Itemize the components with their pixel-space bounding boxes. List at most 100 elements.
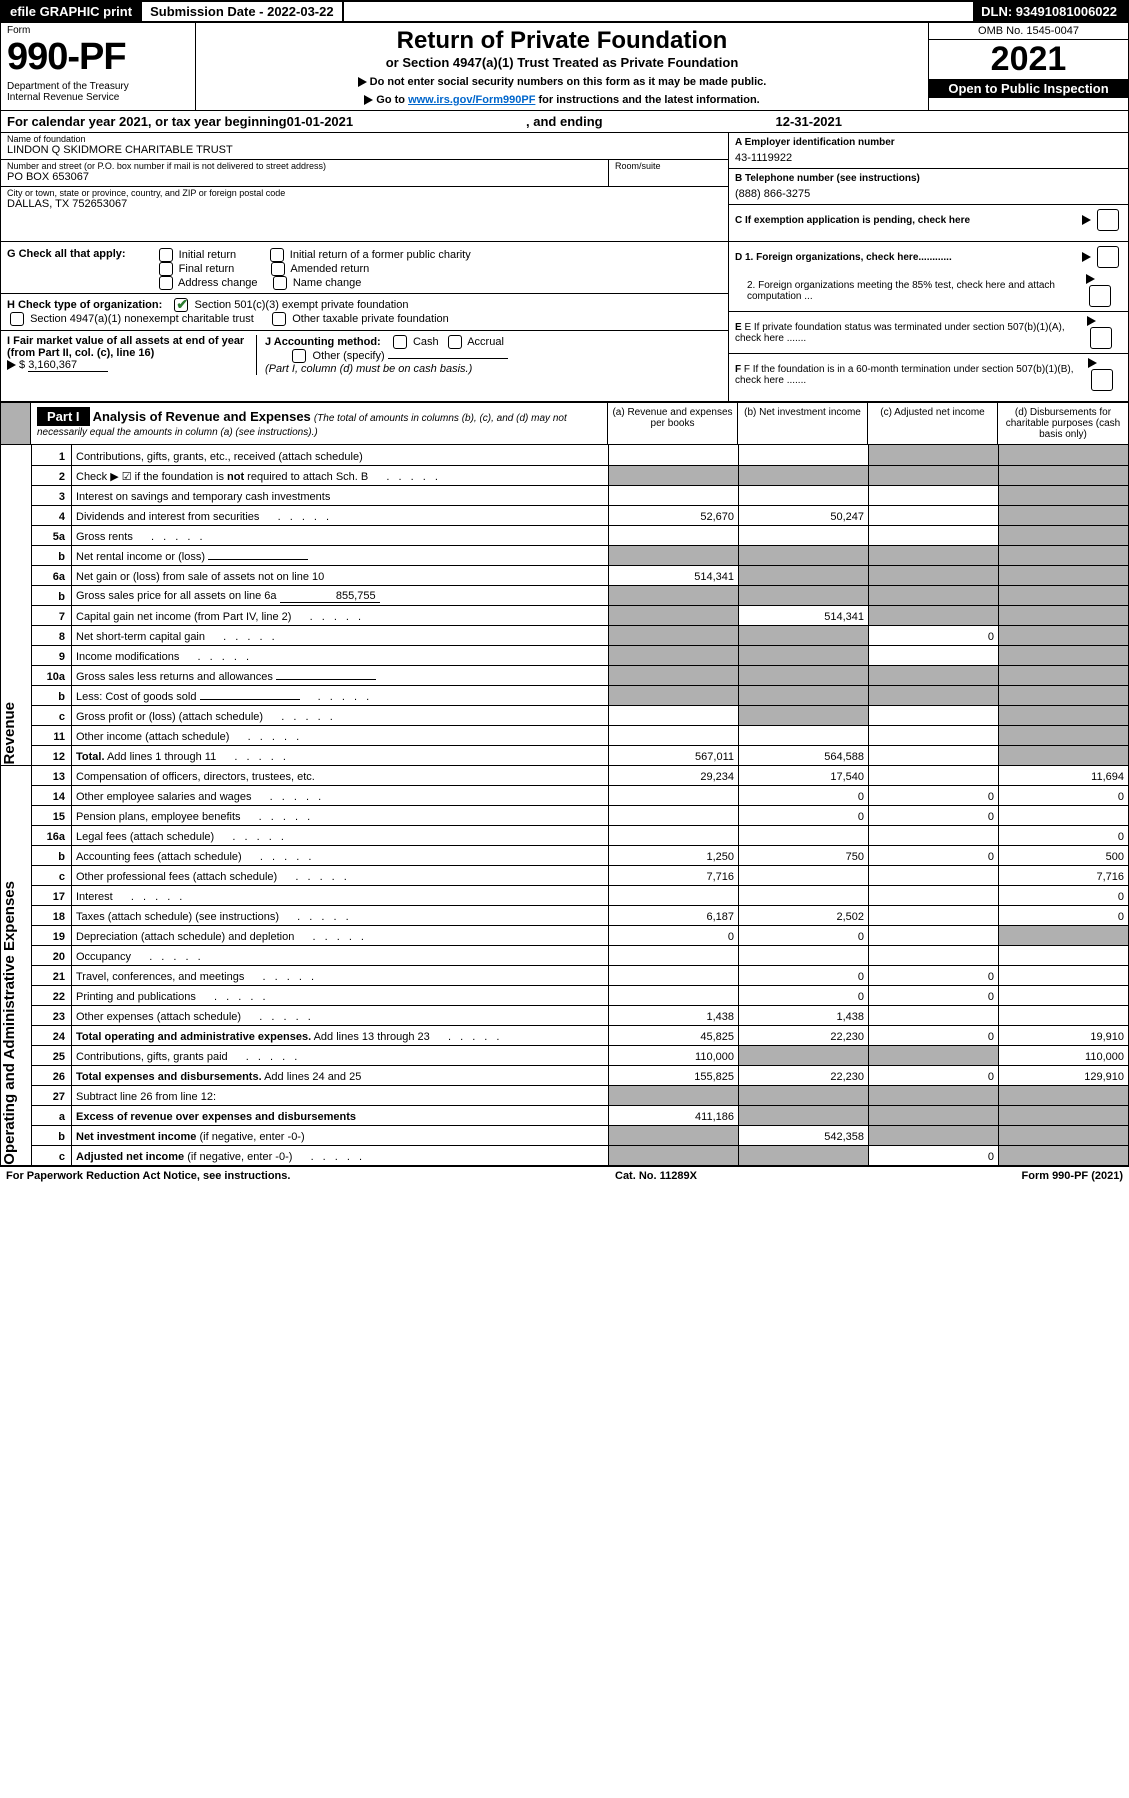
cell-b: 1,438 xyxy=(739,1005,869,1025)
table-row: 25Contributions, gifts, grants paid . . … xyxy=(1,1045,1129,1065)
cell-d xyxy=(999,705,1129,725)
cell-b xyxy=(739,525,869,545)
line-number: 3 xyxy=(32,485,72,505)
cell-b xyxy=(739,445,869,465)
cell-a: 155,825 xyxy=(609,1065,739,1085)
line-number: 1 xyxy=(32,445,72,465)
cell-d xyxy=(999,665,1129,685)
cell-a: 1,250 xyxy=(609,845,739,865)
inspection-label: Open to Public Inspection xyxy=(929,79,1128,98)
cell-b: 564,588 xyxy=(739,745,869,765)
cal-prefix: For calendar year 2021, or tax year begi… xyxy=(7,114,287,129)
d2-checkbox[interactable] xyxy=(1089,285,1111,307)
cell-b: 22,230 xyxy=(739,1065,869,1085)
form-header: Form 990-PF Department of the Treasury I… xyxy=(0,23,1129,111)
cell-c xyxy=(869,705,999,725)
line-number: b xyxy=(32,1125,72,1145)
d1-checkbox[interactable] xyxy=(1097,246,1119,268)
501c3-checkbox[interactable] xyxy=(174,298,188,312)
table-row: 27Subtract line 26 from line 12: xyxy=(1,1085,1129,1105)
amended-checkbox[interactable] xyxy=(271,262,285,276)
g-initial-former: Initial return of a former public charit… xyxy=(290,249,471,261)
submission-date: Submission Date - 2022-03-22 xyxy=(142,2,344,21)
line-number: c xyxy=(32,1145,72,1165)
cash-checkbox[interactable] xyxy=(393,335,407,349)
table-row: 26Total expenses and disbursements. Add … xyxy=(1,1065,1129,1085)
table-row: 6aNet gain or (loss) from sale of assets… xyxy=(1,565,1129,585)
part1-label: Part I xyxy=(37,407,90,426)
i-label: I Fair market value of all assets at end… xyxy=(7,335,244,359)
efile-label[interactable]: efile GRAPHIC print xyxy=(2,2,142,21)
table-row: 17Interest . . . . .0 xyxy=(1,885,1129,905)
line-number: 18 xyxy=(32,905,72,925)
line-number: 14 xyxy=(32,785,72,805)
cell-c: 0 xyxy=(869,1025,999,1045)
cell-c: 0 xyxy=(869,1145,999,1165)
triangle-icon xyxy=(1088,358,1097,368)
table-row: 2Check ▶ ☑ if the foundation is not requ… xyxy=(1,465,1129,485)
calendar-year-row: For calendar year 2021, or tax year begi… xyxy=(0,111,1129,133)
note-2-suffix: for instructions and the latest informat… xyxy=(535,94,759,106)
room-label: Room/suite xyxy=(609,160,728,171)
accrual-checkbox[interactable] xyxy=(448,335,462,349)
col-a-header: (a) Revenue and expenses per books xyxy=(608,403,738,444)
line-description: Dividends and interest from securities .… xyxy=(72,505,609,525)
line-description: Other income (attach schedule) . . . . . xyxy=(72,725,609,745)
g-name: Name change xyxy=(293,277,362,289)
data-table: Revenue1Contributions, gifts, grants, et… xyxy=(0,445,1129,1166)
line-number: a xyxy=(32,1105,72,1125)
e-checkbox[interactable] xyxy=(1090,327,1112,349)
cell-a xyxy=(609,645,739,665)
cell-d xyxy=(999,505,1129,525)
name-change-checkbox[interactable] xyxy=(273,276,287,290)
cell-c: 0 xyxy=(869,985,999,1005)
cell-d xyxy=(999,1145,1129,1165)
g-final: Final return xyxy=(179,263,235,275)
cell-b xyxy=(739,625,869,645)
other-method-checkbox[interactable] xyxy=(292,349,306,363)
phone-value: (888) 866-3275 xyxy=(735,188,1122,200)
address-change-checkbox[interactable] xyxy=(159,276,173,290)
line-description: Check ▶ ☑ if the foundation is not requi… xyxy=(72,465,609,485)
triangle-icon xyxy=(1082,215,1091,225)
cell-b: 0 xyxy=(739,805,869,825)
line-description: Taxes (attach schedule) (see instruction… xyxy=(72,905,609,925)
cell-c: 0 xyxy=(869,625,999,645)
cell-c xyxy=(869,745,999,765)
form-number: 990-PF xyxy=(7,36,189,79)
f-checkbox[interactable] xyxy=(1091,369,1113,391)
cell-b xyxy=(739,865,869,885)
line-number: 23 xyxy=(32,1005,72,1025)
cell-d xyxy=(999,445,1129,465)
initial-return-checkbox[interactable] xyxy=(159,248,173,262)
cell-d xyxy=(999,605,1129,625)
initial-former-checkbox[interactable] xyxy=(270,248,284,262)
cell-b: 22,230 xyxy=(739,1025,869,1045)
cell-d: 0 xyxy=(999,905,1129,925)
final-return-checkbox[interactable] xyxy=(159,262,173,276)
form-link[interactable]: www.irs.gov/Form990PF xyxy=(408,94,535,106)
city-value: DALLAS, TX 752653067 xyxy=(1,198,728,213)
table-row: cAdjusted net income (if negative, enter… xyxy=(1,1145,1129,1165)
footer-left: For Paperwork Reduction Act Notice, see … xyxy=(6,1170,290,1182)
other-method-field[interactable] xyxy=(388,358,508,359)
exemption-checkbox[interactable] xyxy=(1097,209,1119,231)
j-note: (Part I, column (d) must be on cash basi… xyxy=(265,363,472,375)
table-row: bNet rental income or (loss) xyxy=(1,545,1129,565)
cell-c xyxy=(869,485,999,505)
cell-b xyxy=(739,545,869,565)
cell-a xyxy=(609,705,739,725)
line-description: Excess of revenue over expenses and disb… xyxy=(72,1105,609,1125)
col-c-header: (c) Adjusted net income xyxy=(868,403,998,444)
table-row: 20Occupancy . . . . . xyxy=(1,945,1129,965)
cell-c xyxy=(869,585,999,605)
cell-d xyxy=(999,645,1129,665)
4947-checkbox[interactable] xyxy=(10,312,24,326)
line-number: 11 xyxy=(32,725,72,745)
e-label: E If private foundation status was termi… xyxy=(735,322,1065,344)
other-taxable-checkbox[interactable] xyxy=(272,312,286,326)
cell-a: 45,825 xyxy=(609,1025,739,1045)
cell-b: 17,540 xyxy=(739,765,869,785)
table-row: Revenue1Contributions, gifts, grants, et… xyxy=(1,445,1129,465)
ein-label: A Employer identification number xyxy=(735,137,1122,148)
